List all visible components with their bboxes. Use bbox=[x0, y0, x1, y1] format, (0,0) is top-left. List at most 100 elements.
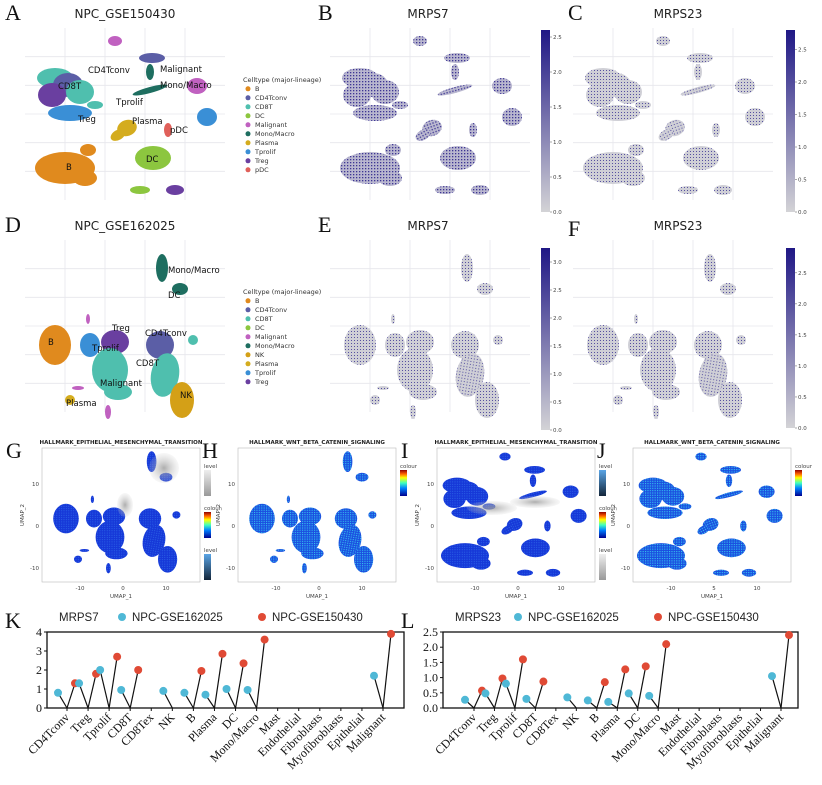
cell-cluster bbox=[344, 325, 376, 365]
cell-cluster bbox=[634, 314, 638, 324]
cell-cluster bbox=[87, 101, 103, 109]
score-umap bbox=[53, 451, 181, 574]
density-contour bbox=[510, 496, 560, 508]
cell-cluster bbox=[469, 123, 477, 137]
x-tick: -10 bbox=[272, 586, 281, 592]
cluster-label: CD8T bbox=[58, 82, 82, 92]
cell-cluster bbox=[658, 129, 674, 141]
panel-E: E MRPS7 0.0 0.5 1.0 1.5 2.0 2.5 3.0 bbox=[318, 212, 562, 434]
cell-cluster bbox=[455, 353, 485, 397]
y-tick: -10 bbox=[621, 566, 630, 572]
x-axis-label: UMAP_1 bbox=[306, 594, 328, 600]
colorbar-tick: 1.0 bbox=[798, 364, 807, 370]
lollipop-stem bbox=[514, 659, 524, 709]
legend-label: NPC-GSE162025 bbox=[528, 612, 619, 624]
colorbar bbox=[786, 30, 795, 212]
cell-cluster bbox=[647, 506, 683, 519]
y-tick: 1.5 bbox=[423, 655, 438, 669]
cell-cluster bbox=[385, 333, 405, 357]
legend-swatch bbox=[245, 86, 251, 92]
legend-title: level bbox=[204, 548, 218, 554]
colorbar-tick: 0.5 bbox=[553, 400, 562, 406]
panel-letter: F bbox=[568, 216, 580, 241]
colorbar-tick: 1.0 bbox=[798, 145, 807, 151]
cell-cluster bbox=[338, 524, 362, 557]
legend-swatch bbox=[245, 167, 251, 173]
score-umap bbox=[637, 452, 783, 577]
cell-cluster bbox=[110, 129, 126, 141]
lollipop-point bbox=[522, 694, 531, 703]
lollipop-point bbox=[600, 678, 609, 687]
lollipop-stem bbox=[213, 653, 224, 709]
lollipop-point bbox=[134, 666, 143, 674]
cluster-label: B bbox=[66, 163, 72, 173]
cell-cluster bbox=[740, 520, 747, 532]
y-tick: 3 bbox=[36, 644, 42, 658]
cell-cluster bbox=[355, 472, 369, 482]
cell-cluster bbox=[502, 108, 522, 126]
cell-cluster bbox=[391, 314, 395, 324]
legend-title: Celltype (major-lineage) bbox=[243, 288, 321, 296]
legend-swatch bbox=[245, 370, 251, 376]
panel-F: F MRPS23 0.0 0.5 1.0 1.5 2.0 2.5 bbox=[568, 216, 807, 432]
cluster-label: CD4Tconv bbox=[145, 329, 187, 339]
cell-cluster bbox=[286, 495, 290, 504]
legend-swatch bbox=[245, 95, 251, 101]
x-tick: -10 bbox=[471, 586, 480, 592]
lollipop-point bbox=[113, 652, 122, 661]
legend-item: Tprolif bbox=[254, 148, 276, 156]
cell-cluster bbox=[197, 108, 217, 126]
cell-cluster bbox=[74, 555, 82, 563]
cell-cluster bbox=[142, 524, 166, 557]
cell-cluster bbox=[342, 451, 353, 472]
legend-item: CD4Tconv bbox=[255, 306, 287, 314]
cluster-label: DC bbox=[146, 155, 159, 165]
cell-cluster bbox=[545, 568, 561, 577]
cell-cluster bbox=[695, 452, 707, 461]
x-tick: 0 bbox=[121, 586, 125, 592]
legend-title: colour bbox=[599, 506, 617, 512]
y-tick: 0.5 bbox=[423, 686, 438, 700]
cell-cluster bbox=[86, 314, 90, 324]
cell-cluster bbox=[766, 508, 783, 523]
legend-item: Treg bbox=[254, 157, 269, 165]
legend-swatch bbox=[245, 104, 251, 110]
lollipop-stem bbox=[234, 663, 245, 709]
cell-cluster bbox=[461, 254, 473, 282]
lollipop-stem bbox=[256, 639, 266, 709]
legend-marker bbox=[258, 613, 266, 621]
colorbar-tick: 0.5 bbox=[798, 395, 807, 401]
y-axis-label: UMAP_2 bbox=[415, 504, 421, 526]
cell-cluster bbox=[720, 283, 736, 295]
lollipop-point bbox=[75, 679, 84, 688]
legend-item: Malignant bbox=[255, 121, 288, 129]
cell-cluster bbox=[524, 465, 545, 474]
lollipop-point bbox=[563, 693, 572, 702]
legend-colorbar bbox=[400, 470, 407, 496]
cell-cluster bbox=[725, 474, 733, 487]
panel-H: H HALLMARK_WNT_BETA_CATENIN_SIGNALING -10 0… bbox=[202, 438, 418, 600]
y-tick: 10 bbox=[32, 482, 39, 488]
lollipop-point bbox=[641, 662, 650, 671]
lollipop-point bbox=[180, 688, 189, 697]
cell-cluster bbox=[517, 569, 533, 576]
cluster-label: Tprolif bbox=[115, 98, 144, 108]
lollipop-stem bbox=[87, 673, 97, 709]
panel-title: HALLMARK_WNT_BETA_CATENIN_SIGNALING bbox=[249, 440, 385, 446]
cell-cluster bbox=[105, 405, 111, 419]
legend-swatch bbox=[245, 379, 251, 385]
cell-cluster bbox=[158, 545, 178, 573]
lollipop-stem bbox=[66, 683, 76, 709]
cell-cluster bbox=[385, 144, 401, 156]
cell-cluster bbox=[301, 547, 324, 560]
cluster-label: CD4Tconv bbox=[88, 66, 130, 76]
colorbar bbox=[541, 30, 550, 212]
panel-letter: D bbox=[5, 212, 21, 237]
panel-letter: C bbox=[568, 0, 583, 25]
cell-cluster bbox=[106, 563, 111, 574]
cell-cluster bbox=[492, 78, 512, 94]
cell-cluster bbox=[613, 395, 623, 405]
y-axis-label: UMAP_2 bbox=[216, 504, 222, 526]
cluster-label: DC bbox=[168, 291, 181, 301]
x-tick: -10 bbox=[76, 586, 85, 592]
